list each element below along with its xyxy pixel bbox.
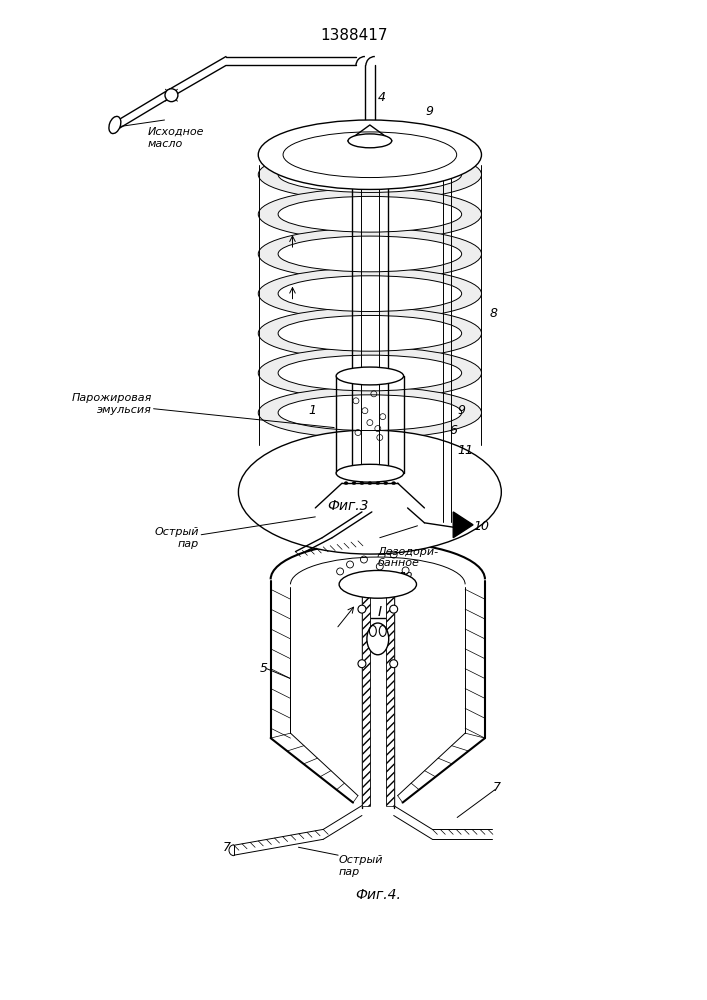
Text: 5: 5 <box>259 662 268 675</box>
Ellipse shape <box>360 482 364 485</box>
Ellipse shape <box>278 355 462 391</box>
Ellipse shape <box>348 134 392 148</box>
Ellipse shape <box>352 482 356 485</box>
Text: 9: 9 <box>457 404 465 417</box>
Ellipse shape <box>392 482 396 485</box>
Ellipse shape <box>109 116 121 134</box>
Ellipse shape <box>165 89 178 102</box>
Text: Фиг.3: Фиг.3 <box>327 499 369 513</box>
Ellipse shape <box>339 570 416 598</box>
Text: Фиг.4.: Фиг.4. <box>355 888 401 902</box>
Ellipse shape <box>258 120 481 189</box>
Ellipse shape <box>390 605 397 613</box>
Ellipse shape <box>367 623 389 655</box>
Text: Парожировая
эмульсия: Парожировая эмульсия <box>71 393 151 415</box>
Text: I: I <box>378 605 382 619</box>
Ellipse shape <box>278 157 462 192</box>
Text: 8: 8 <box>490 307 498 320</box>
Ellipse shape <box>376 482 380 485</box>
Ellipse shape <box>278 315 462 351</box>
Text: 4: 4 <box>378 91 386 104</box>
Ellipse shape <box>258 149 481 200</box>
Ellipse shape <box>258 387 481 438</box>
Polygon shape <box>453 512 473 538</box>
Ellipse shape <box>258 268 481 319</box>
Bar <box>362 586 370 806</box>
Ellipse shape <box>336 367 404 385</box>
Ellipse shape <box>344 482 348 485</box>
Text: 9: 9 <box>426 105 433 118</box>
Ellipse shape <box>336 464 404 482</box>
Text: 10: 10 <box>473 520 489 533</box>
Text: 7: 7 <box>223 841 231 854</box>
Ellipse shape <box>358 660 366 668</box>
Ellipse shape <box>278 395 462 431</box>
Text: 7: 7 <box>493 781 501 794</box>
Text: Дезодори-
банное
масло: Дезодори- банное масло <box>378 547 439 580</box>
Ellipse shape <box>258 188 481 240</box>
Ellipse shape <box>278 276 462 311</box>
Text: Исходное
масло: Исходное масло <box>148 127 204 149</box>
Ellipse shape <box>278 196 462 232</box>
Ellipse shape <box>384 482 387 485</box>
Text: Острый
пар: Острый пар <box>338 855 382 877</box>
Text: Острый
пар: Острый пар <box>155 527 199 549</box>
Ellipse shape <box>258 347 481 399</box>
Ellipse shape <box>238 430 501 554</box>
Bar <box>386 586 394 806</box>
Text: 6: 6 <box>449 424 457 437</box>
Ellipse shape <box>390 660 397 668</box>
Ellipse shape <box>358 605 366 613</box>
Text: 1: 1 <box>308 404 316 417</box>
Ellipse shape <box>258 228 481 280</box>
Ellipse shape <box>258 308 481 359</box>
Text: 1388417: 1388417 <box>320 28 387 43</box>
Text: 11: 11 <box>457 444 473 457</box>
Ellipse shape <box>278 236 462 272</box>
Ellipse shape <box>368 482 372 485</box>
